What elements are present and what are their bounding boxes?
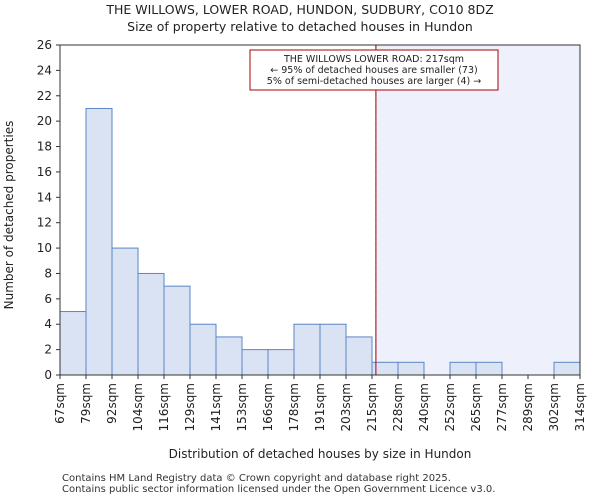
- bar: [215, 336, 243, 376]
- x-tick-label: 203sqm: [339, 383, 353, 431]
- y-tick-label: 6: [44, 292, 52, 306]
- bar: [241, 349, 269, 376]
- bar: [553, 361, 581, 376]
- bars-layer: [59, 107, 581, 376]
- x-tick-label: 92sqm: [105, 383, 119, 424]
- x-tick-label: 79sqm: [79, 383, 93, 424]
- highlight-region: [375, 45, 580, 375]
- x-tick-label: 178sqm: [287, 383, 301, 431]
- footer-line-1: Contains HM Land Registry data © Crown c…: [62, 473, 451, 484]
- x-axis-label: Distribution of detached houses by size …: [169, 447, 472, 461]
- x-tick-label: 141sqm: [209, 383, 223, 431]
- y-tick-label: 4: [44, 317, 52, 331]
- bar: [449, 361, 477, 376]
- annotation-line-1: THE WILLOWS LOWER ROAD: 217sqm: [283, 54, 464, 65]
- y-tick-label: 2: [44, 343, 52, 357]
- y-tick-label: 14: [37, 190, 52, 204]
- x-tick-label: 67sqm: [53, 383, 67, 424]
- bar: [163, 285, 191, 376]
- bar: [189, 323, 217, 376]
- x-tick-label: 129sqm: [183, 383, 197, 431]
- x-tick-label: 265sqm: [469, 383, 483, 431]
- bar: [345, 336, 373, 376]
- x-tick-label: 277sqm: [495, 383, 509, 431]
- x-tick-label: 228sqm: [391, 383, 405, 431]
- y-axis-label: Number of detached properties: [2, 121, 16, 310]
- chart-subtitle: Size of property relative to detached ho…: [127, 19, 473, 34]
- bar: [59, 311, 87, 376]
- bar: [85, 107, 113, 376]
- y-tick-label: 24: [37, 63, 52, 77]
- y-tick-label: 8: [44, 266, 52, 280]
- bar: [111, 247, 139, 376]
- bar: [319, 323, 347, 376]
- y-tick-label: 0: [44, 368, 52, 382]
- x-tick-label: 153sqm: [235, 383, 249, 431]
- annotation-layer: THE WILLOWS LOWER ROAD: 217sqm← 95% of d…: [249, 49, 499, 91]
- bar: [267, 349, 295, 376]
- x-tick-label: 252sqm: [443, 383, 457, 431]
- annotation-line-2: ← 95% of detached houses are smaller (73…: [270, 65, 477, 76]
- x-tick-label: 302sqm: [547, 383, 561, 431]
- bar: [293, 323, 321, 376]
- y-tick-label: 10: [37, 241, 52, 255]
- x-tick-label: 289sqm: [521, 383, 535, 431]
- annotation-line-3: 5% of semi-detached houses are larger (4…: [267, 76, 481, 87]
- y-tick-label: 16: [37, 165, 52, 179]
- bar: [475, 361, 503, 376]
- highlight-region-layer: [375, 45, 580, 375]
- y-tick-label: 26: [37, 38, 52, 52]
- x-tick-label: 191sqm: [313, 383, 327, 431]
- bar: [397, 361, 425, 376]
- x-tick-label: 104sqm: [131, 383, 145, 431]
- chart-title: THE WILLOWS, LOWER ROAD, HUNDON, SUDBURY…: [106, 2, 494, 17]
- bar: [137, 272, 165, 376]
- x-tick-label: 314sqm: [573, 383, 587, 431]
- y-tick-label: 20: [37, 114, 52, 128]
- footer-line-2: Contains public sector information licen…: [62, 484, 496, 495]
- y-tick-label: 22: [37, 89, 52, 103]
- annotation-box: [249, 49, 499, 91]
- y-tick-label: 18: [37, 140, 52, 154]
- y-tick-label: 12: [37, 216, 52, 230]
- x-tick-label: 116sqm: [157, 383, 171, 431]
- x-tick-label: 166sqm: [261, 383, 275, 431]
- x-tick-label: 240sqm: [417, 383, 431, 431]
- x-tick-label: 215sqm: [365, 383, 379, 431]
